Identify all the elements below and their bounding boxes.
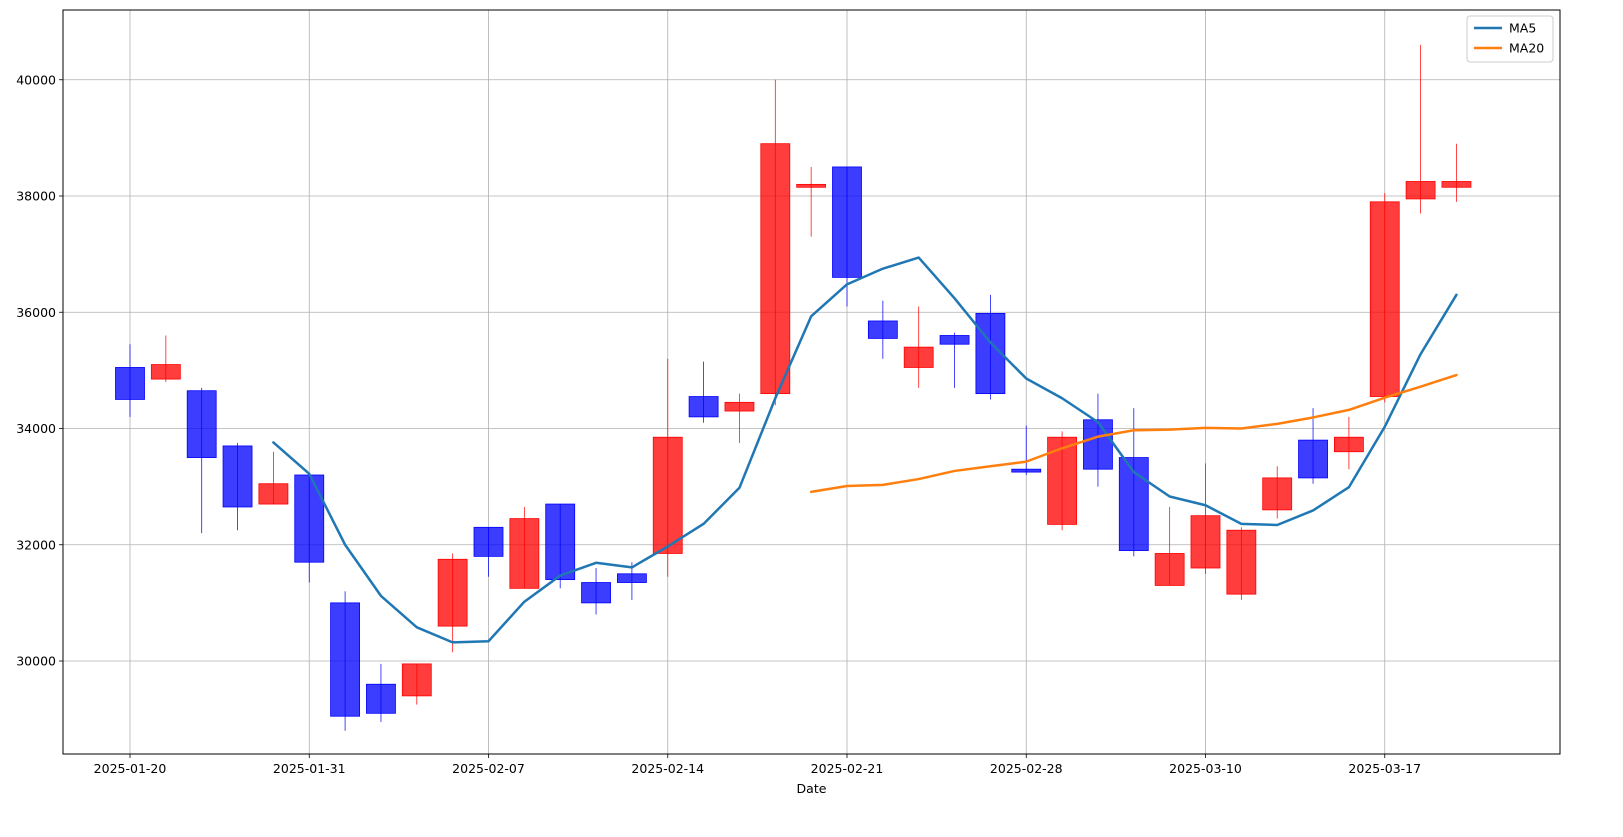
candle-body: [939, 335, 970, 345]
candle-body: [903, 346, 934, 368]
legend-label-ma20: MA20: [1509, 41, 1544, 56]
candle-down: [330, 591, 361, 731]
candle-down: [832, 166, 862, 307]
x-tick-label: 2025-03-10: [1169, 761, 1242, 776]
candle-body: [330, 602, 361, 717]
candle-body: [186, 390, 217, 458]
axis-ticks: 2025-01-20 2025-01-31 2025-02-07 2025-02-14…: [16, 72, 1421, 776]
candle-body: [581, 582, 611, 604]
candle-down: [975, 294, 1006, 400]
x-tick-label: 2025-03-17: [1348, 761, 1421, 776]
candle-up: [724, 393, 755, 444]
candle-body: [1047, 436, 1077, 525]
candle-body: [1369, 201, 1400, 397]
y-tick-label: 40000: [16, 72, 56, 87]
legend: MA5 MA20: [1466, 15, 1554, 63]
candle-body: [652, 436, 683, 554]
candle-body: [832, 166, 862, 278]
candle-down: [939, 332, 970, 388]
candle-body: [724, 401, 755, 412]
legend-label-ma5: MA5: [1509, 21, 1536, 36]
candle-down: [545, 503, 576, 589]
candle-body: [760, 143, 791, 395]
candle-body: [617, 573, 647, 583]
candle-body: [1011, 468, 1042, 473]
candle-up: [401, 663, 432, 705]
candle-up: [1405, 44, 1436, 214]
candle-up: [258, 451, 289, 505]
candle-body: [1298, 439, 1328, 479]
ma20-line: [809, 373, 1458, 494]
candle-body: [1190, 515, 1221, 569]
y-tick-label: 32000: [16, 537, 56, 552]
candle-up: [1441, 143, 1472, 202]
candle-body: [1334, 436, 1364, 453]
plot-frame: [62, 9, 1561, 755]
candle-down: [867, 300, 898, 359]
x-tick-label: 2025-01-20: [94, 761, 167, 776]
y-tick-label: 36000: [16, 305, 56, 320]
x-tick-label: 2025-02-28: [990, 761, 1063, 776]
candle-up: [1190, 463, 1221, 574]
candle-up: [903, 306, 934, 388]
candle-down: [1011, 425, 1042, 475]
candle-up: [760, 79, 791, 406]
candle-body: [150, 364, 181, 380]
candle-body: [258, 483, 289, 505]
candle-body: [1262, 477, 1293, 511]
candle-down: [473, 526, 504, 577]
x-tick-label: 2025-02-14: [631, 761, 704, 776]
candle-body: [222, 445, 253, 508]
candle-body: [115, 367, 145, 400]
candle-body: [867, 320, 898, 339]
x-tick-label: 2025-01-31: [273, 761, 346, 776]
candle-up: [1154, 506, 1185, 586]
candle-down: [115, 344, 145, 417]
candle-body: [796, 183, 827, 188]
candle-up: [1226, 527, 1257, 600]
candle-body: [1226, 529, 1257, 595]
candle-down: [1083, 393, 1113, 487]
candle-body: [473, 526, 504, 557]
y-tick-label: 38000: [16, 189, 56, 204]
candle-down: [1298, 408, 1328, 484]
candle-up: [1262, 466, 1293, 519]
candle-down: [186, 387, 217, 534]
candle-up: [150, 335, 181, 382]
grid-lines: [63, 10, 1560, 754]
candle-down: [222, 443, 253, 531]
x-tick-label: 2025-02-21: [811, 761, 884, 776]
candle-up: [1334, 416, 1364, 470]
candles: [115, 44, 1472, 731]
candle-up: [1369, 193, 1400, 403]
candle-body: [1083, 419, 1113, 470]
candle-down: [688, 361, 719, 423]
candle-body: [294, 474, 325, 563]
y-tick-label: 30000: [16, 654, 56, 669]
candle-body: [401, 663, 432, 697]
ma5-line: [272, 256, 1458, 644]
moving-average-lines: [272, 256, 1458, 644]
candle-down: [581, 568, 611, 615]
x-tick-label: 2025-02-07: [452, 761, 525, 776]
candle-up: [437, 553, 468, 653]
y-tick-label: 34000: [16, 421, 56, 436]
candle-up: [652, 358, 683, 577]
candle-body: [545, 503, 576, 581]
candle-body: [1405, 181, 1436, 200]
candle-body: [1154, 553, 1185, 586]
candle-up: [796, 166, 827, 237]
candle-body: [1441, 181, 1472, 188]
candle-body: [437, 558, 468, 627]
candle-body: [366, 683, 396, 714]
candle-body: [688, 396, 719, 418]
candle-up: [509, 506, 540, 589]
x-axis-title: Date: [797, 781, 827, 796]
candle-down: [294, 474, 325, 583]
candle-down: [366, 663, 396, 723]
candle-body: [509, 518, 540, 589]
